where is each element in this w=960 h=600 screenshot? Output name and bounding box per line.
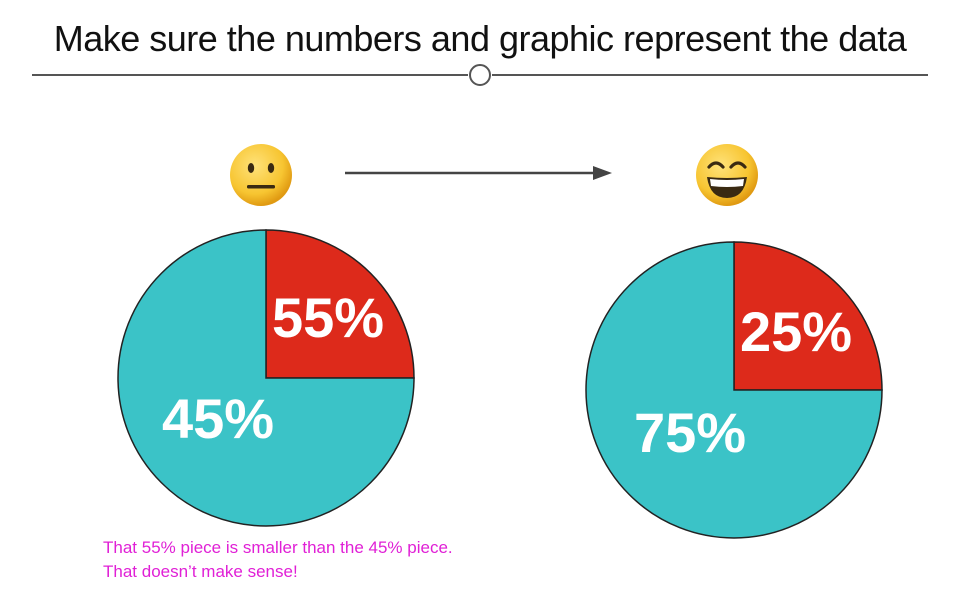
pie-slice-teal (585, 241, 883, 539)
neutral-face-icon (230, 144, 292, 206)
pie-slice-red (733, 241, 883, 391)
slice-label: 45% (162, 387, 274, 450)
caption-note: That 55% piece is smaller than the 45% p… (103, 538, 453, 581)
slice-label: 25% (740, 300, 852, 363)
grinning-face-icon (696, 144, 758, 206)
slice-label: 55% (272, 286, 384, 349)
page-title: Make sure the numbers and graphic repres… (53, 18, 907, 59)
pie-slice-red (265, 229, 415, 379)
arrow-right-icon (345, 166, 612, 180)
slice-label: 75% (634, 401, 746, 464)
divider-circle-icon (469, 64, 491, 86)
pie-slice-teal (117, 229, 415, 527)
